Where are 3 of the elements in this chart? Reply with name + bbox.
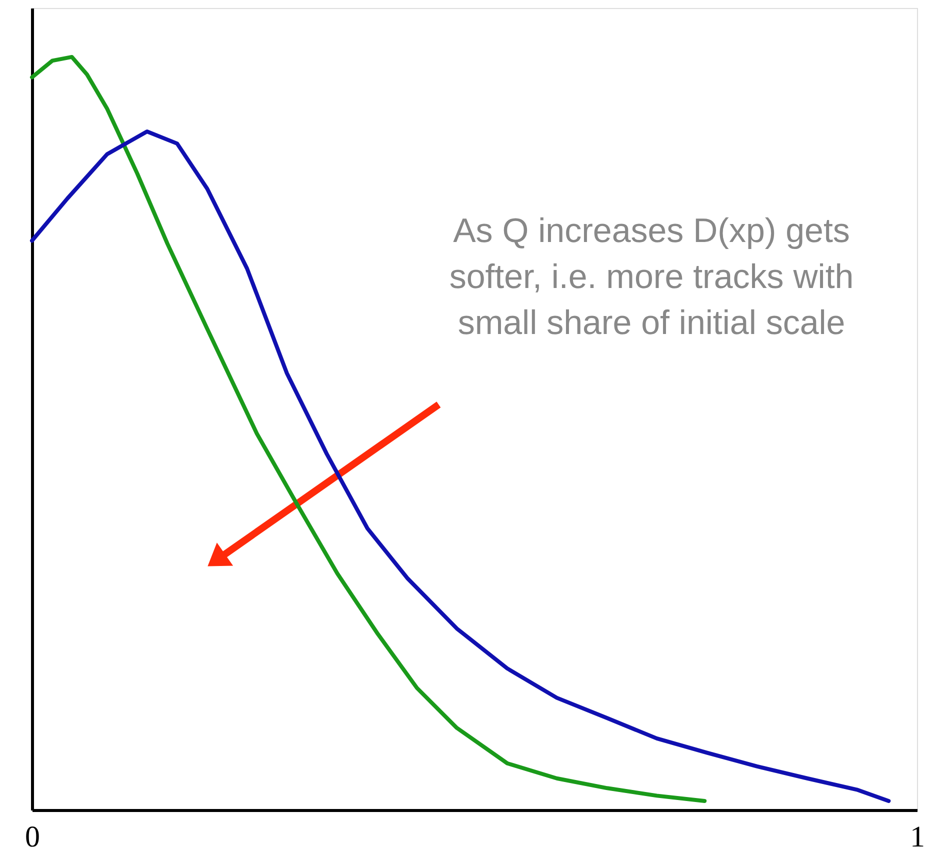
x-tick-label: 0 <box>25 820 40 854</box>
annotation: As Q increases D(xp) gets softer, i.e. more tracks with small share of initial scale <box>449 212 854 342</box>
x-tick-label: 1 <box>910 820 925 854</box>
